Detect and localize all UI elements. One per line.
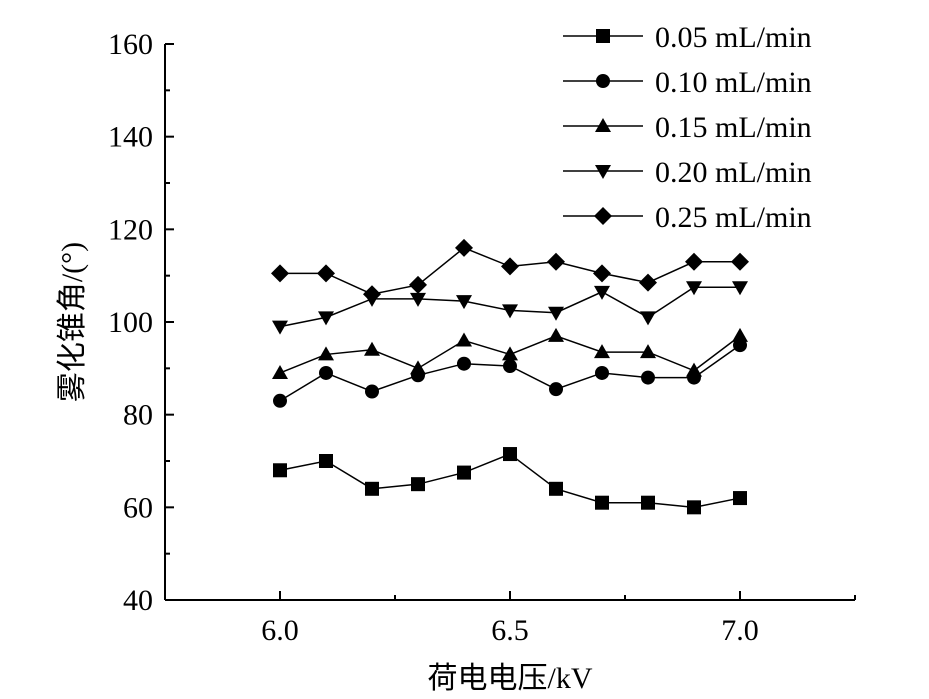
legend-label: 0.05 mL/min xyxy=(655,21,812,54)
data-point xyxy=(595,495,609,510)
data-point xyxy=(640,311,656,326)
data-point xyxy=(549,382,563,397)
data-point xyxy=(501,257,519,276)
data-point xyxy=(641,370,655,385)
data-point xyxy=(502,304,518,319)
data-point xyxy=(410,292,426,307)
data-point xyxy=(549,481,563,496)
y-tick-label: 140 xyxy=(108,121,153,154)
data-point xyxy=(457,356,471,371)
data-point xyxy=(272,364,288,379)
legend-marker xyxy=(596,74,610,88)
y-tick-label: 160 xyxy=(108,28,153,61)
data-point xyxy=(365,481,379,496)
y-tick-label: 120 xyxy=(108,213,153,246)
data-point xyxy=(363,285,381,304)
data-point xyxy=(686,362,702,377)
data-point xyxy=(409,275,427,294)
data-point xyxy=(317,264,335,283)
axes: 40 60 80 100 120 140 160 6.0 6.5 7.0 xyxy=(108,28,856,647)
data-point xyxy=(686,281,702,296)
legend-item: 0.05 mL/min xyxy=(563,21,812,54)
legend-item: 0.20 mL/min xyxy=(563,156,812,189)
data-point xyxy=(364,341,380,356)
data-point xyxy=(547,252,565,271)
data-point xyxy=(732,327,748,342)
legend-label: 0.10 mL/min xyxy=(655,66,812,99)
legend-marker xyxy=(594,207,612,225)
data-point xyxy=(456,332,472,347)
data-point xyxy=(548,306,564,321)
legend-label: 0.15 mL/min xyxy=(655,111,812,144)
data-point xyxy=(594,285,610,300)
series-triangle-down xyxy=(272,281,748,335)
data-point xyxy=(410,360,426,375)
legend-label: 0.20 mL/min xyxy=(655,156,812,189)
x-tick-label: 6.5 xyxy=(491,614,529,647)
legend-marker xyxy=(595,165,611,179)
legend-item: 0.15 mL/min xyxy=(563,111,812,144)
y-axis-title: 雾化锥角/(°) xyxy=(56,242,89,402)
x-tick-label: 6.0 xyxy=(261,614,299,647)
data-point xyxy=(365,384,379,399)
data-point xyxy=(594,344,610,359)
series-group xyxy=(271,238,749,515)
data-point xyxy=(455,238,473,257)
legend-marker xyxy=(596,29,610,43)
series-triangle-up xyxy=(272,327,748,379)
legend-item: 0.10 mL/min xyxy=(563,66,812,99)
data-point xyxy=(502,346,518,361)
x-axis-title: 荷电电压/kV xyxy=(428,662,593,695)
data-point xyxy=(687,500,701,515)
y-tick-label: 80 xyxy=(123,399,153,432)
data-point xyxy=(640,344,656,359)
data-point xyxy=(271,264,289,283)
data-point xyxy=(411,477,425,492)
data-point xyxy=(595,365,609,380)
series-diamond xyxy=(271,238,749,304)
data-point xyxy=(641,495,655,510)
x-tick-label: 7.0 xyxy=(721,614,759,647)
legend-label: 0.25 mL/min xyxy=(655,201,812,234)
data-point xyxy=(272,320,288,335)
series-line xyxy=(279,453,741,509)
legend-item: 0.25 mL/min xyxy=(563,201,812,234)
data-point xyxy=(273,463,287,478)
y-tick-label: 40 xyxy=(123,584,153,617)
data-point xyxy=(685,252,703,271)
data-point xyxy=(457,465,471,480)
data-point xyxy=(732,281,748,296)
data-point xyxy=(319,365,333,380)
data-point xyxy=(503,447,517,462)
y-tick-label: 100 xyxy=(108,306,153,339)
data-point xyxy=(733,491,747,506)
data-point xyxy=(593,264,611,283)
data-point xyxy=(503,359,517,374)
data-point xyxy=(318,311,334,326)
legend-marker xyxy=(595,118,611,132)
data-point xyxy=(548,327,564,342)
data-point xyxy=(273,393,287,408)
series-square xyxy=(273,447,747,515)
data-point xyxy=(639,273,657,292)
data-point xyxy=(319,454,333,468)
data-point xyxy=(456,295,472,310)
y-tick-label: 60 xyxy=(123,491,153,524)
data-point xyxy=(731,252,749,271)
data-point xyxy=(318,346,334,361)
legend: 0.05 mL/min 0.10 mL/min 0.15 mL/min 0.20 mL… xyxy=(563,21,812,234)
